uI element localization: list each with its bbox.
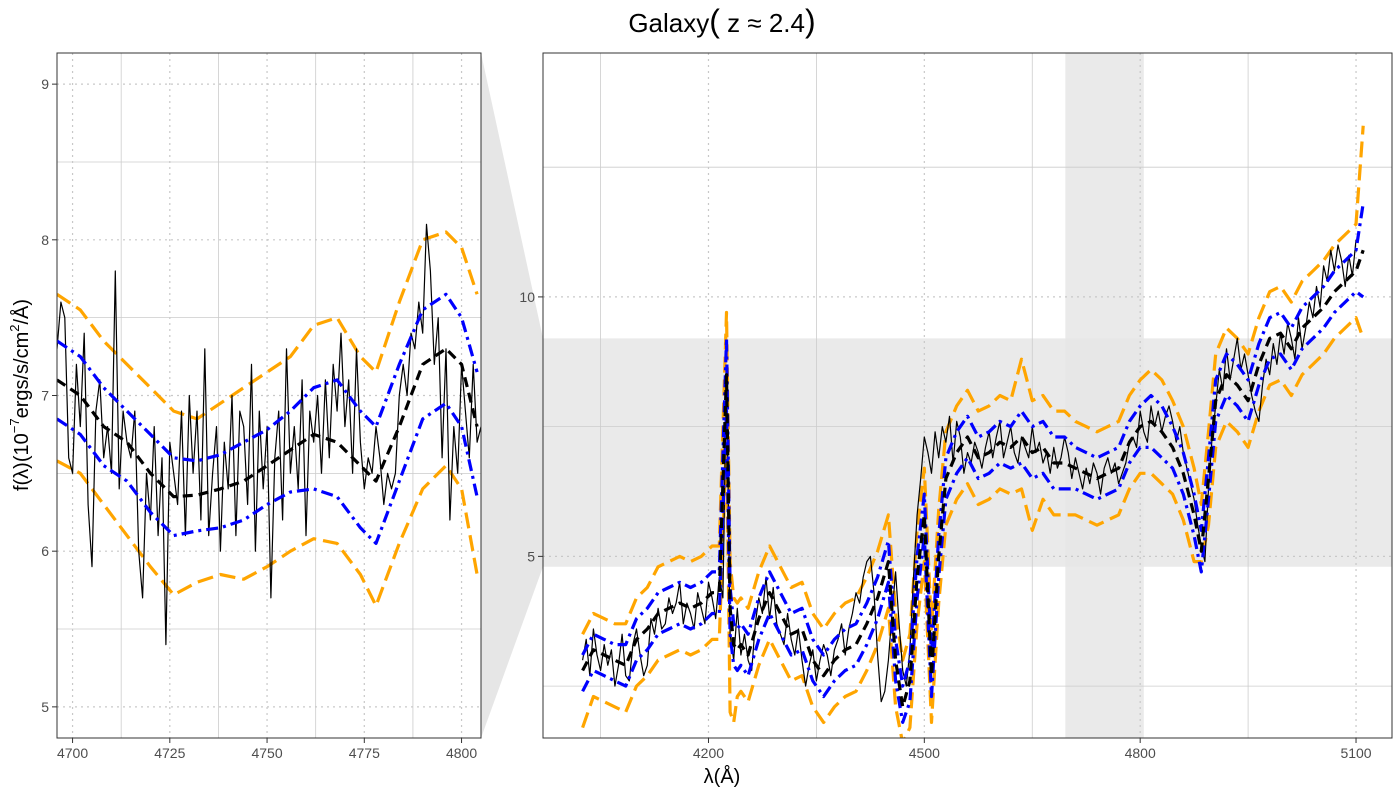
y-axis-label: f(λ)(10−7ergs/s/cm2/Å) (7, 299, 33, 491)
right-x-tick-label: 4800 (1125, 745, 1156, 761)
right-x-tick-label: 5100 (1340, 745, 1371, 761)
right-y-tick-label: 10 (519, 289, 535, 305)
left-y-ticks: 5 6 7 8 9 (41, 76, 57, 715)
title-paren-open: ( (709, 3, 720, 39)
right-inner-band-lower (581, 290, 1365, 725)
left-inner-band-upper (57, 292, 479, 463)
left-x-tick-label: 4775 (349, 745, 380, 761)
left-y-tick-label: 5 (41, 699, 49, 715)
x-axis-label: λ(Å) (704, 765, 741, 788)
y-label-sup2: 2 (7, 325, 22, 332)
title-main: Galaxy (628, 8, 709, 38)
left-outer-band-upper (57, 230, 479, 421)
left-inner-band-lower (57, 401, 479, 546)
left-x-tick-label: 4725 (154, 745, 185, 761)
left-y-tick-label: 9 (41, 76, 49, 92)
right-median-fit (581, 249, 1365, 709)
figure-title: Galaxy( z ≈ 2.4) (628, 3, 815, 39)
right-x-ticks: 4200 4500 4800 5100 (693, 738, 1372, 761)
right-outer-band-upper (581, 125, 1365, 662)
right-series (581, 125, 1365, 738)
left-median-fit (57, 347, 479, 499)
right-y-ticks: 5 10 (519, 289, 543, 564)
right-x-tick-label: 4500 (909, 745, 940, 761)
right-highlight-region (543, 53, 1392, 738)
left-series (57, 223, 481, 646)
zoom-connector (481, 53, 543, 738)
zoom-panel-left: 4700 4725 4750 4775 4800 5 6 7 8 9 f(λ)(10−7ergs… (7, 52, 482, 761)
right-panel-frame (542, 52, 1393, 739)
left-y-tick-label: 8 (41, 232, 49, 248)
right-y-tick-label: 5 (527, 548, 535, 564)
left-x-tick-label: 4750 (251, 745, 282, 761)
y-label-end: /Å) (10, 299, 33, 325)
left-x-ticks: 4700 4725 4750 4775 4800 (57, 738, 477, 761)
left-y-tick-label: 6 (41, 543, 49, 559)
full-panel-right: 4200 4500 4800 5100 5 10 λ(Å) (519, 52, 1393, 788)
title-z-expression: z ≈ 2.4 (720, 8, 805, 38)
left-x-tick-label: 4800 (446, 745, 477, 761)
right-x-tick-label: 4200 (693, 745, 724, 761)
left-x-tick-label: 4700 (57, 745, 88, 761)
left-grid (57, 53, 481, 738)
y-label-mid: ergs/s/cm (11, 332, 33, 419)
y-label-sup1: −7 (7, 418, 22, 433)
left-y-tick-label: 7 (41, 388, 49, 404)
y-label-main: f(λ)(10 (11, 433, 33, 491)
title-paren-close: ) (805, 3, 816, 39)
